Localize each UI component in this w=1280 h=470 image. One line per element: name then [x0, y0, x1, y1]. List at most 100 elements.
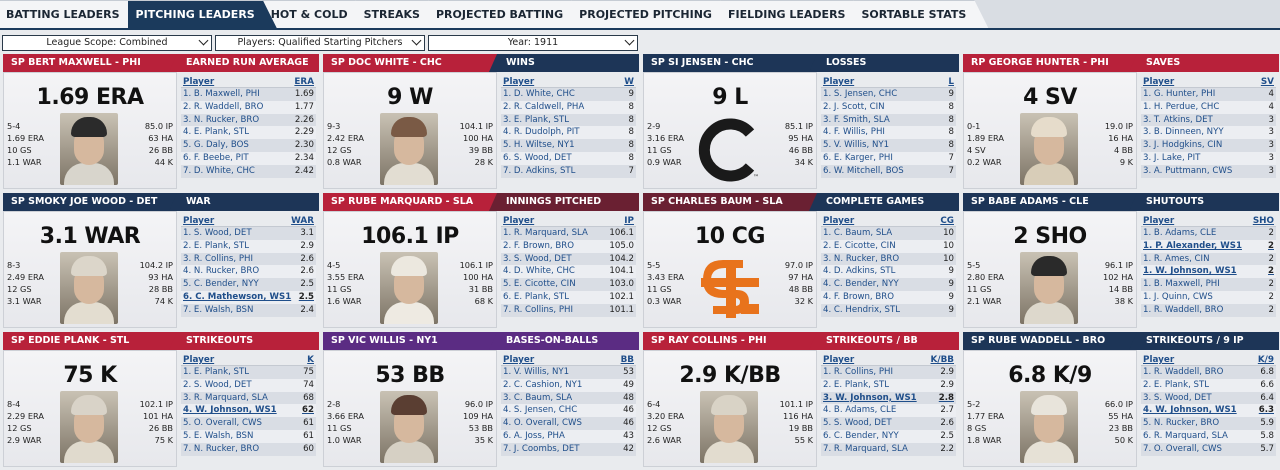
- stat-header[interactable]: STRIKEOUTS: [169, 332, 319, 350]
- leader-name[interactable]: 3. T. Atkins, DET: [1143, 114, 1213, 125]
- leader-name[interactable]: 3. N. Rucker, BRO: [183, 114, 260, 125]
- list-item[interactable]: 3. J. Lake, PIT 3: [1141, 151, 1276, 165]
- player-header[interactable]: SP RUBE MARQUARD - SLA: [323, 193, 498, 211]
- list-item[interactable]: 3. E. Plank, STL 8: [501, 113, 636, 127]
- list-item[interactable]: 3. N. Rucker, BRO 2.26: [181, 113, 316, 127]
- leader-name[interactable]: 5. C. Bender, NYY: [183, 279, 259, 290]
- leader-name[interactable]: 3. R. Marquard, SLA: [183, 392, 268, 403]
- leader-name[interactable]: 6. S. Wood, DET: [503, 152, 572, 163]
- list-item[interactable]: 5. G. Daly, BOS 2.30: [181, 139, 316, 152]
- player-header[interactable]: SP RAY COLLINS - PHI: [643, 332, 818, 350]
- list-item[interactable]: 1. B. Maxwell, PHI 2: [1141, 278, 1276, 291]
- list-item[interactable]: 3. A. Puttmann, CWS 3: [1141, 164, 1276, 178]
- leader-name[interactable]: 6. C. Mathewson, WS1: [183, 291, 292, 302]
- stat-column-header[interactable]: L: [948, 77, 954, 87]
- list-header[interactable]: Player WAR: [181, 215, 316, 227]
- stat-header[interactable]: SHUTOUTS: [1129, 193, 1279, 211]
- list-item[interactable]: 5. E. Cicotte, CIN 103.0: [501, 278, 636, 291]
- leader-name[interactable]: 2. C. Cashion, NY1: [503, 379, 583, 390]
- list-item[interactable]: 5. C. Bender, NYY 2.5: [181, 278, 316, 291]
- player-column-header[interactable]: Player: [503, 77, 535, 87]
- leader-name[interactable]: 3. N. Rucker, BRO: [823, 253, 900, 264]
- list-header[interactable]: Player CG: [821, 215, 956, 227]
- leader-name[interactable]: 2. R. Caldwell, PHA: [503, 101, 585, 112]
- stat-column-header[interactable]: K/BB: [930, 355, 954, 365]
- list-item[interactable]: 3. N. Rucker, BRO 10: [821, 252, 956, 266]
- list-item[interactable]: 1. R. Marquard, SLA 106.1: [501, 227, 636, 240]
- leader-name[interactable]: 3. R. Collins, PHI: [183, 253, 254, 264]
- leader-name[interactable]: 3. J. Hodgkins, CIN: [1143, 140, 1223, 151]
- player-column-header[interactable]: Player: [183, 216, 215, 226]
- leader-name[interactable]: 4. B. Adams, CLE: [823, 405, 897, 416]
- list-header[interactable]: Player K/9: [1141, 354, 1276, 366]
- player-column-header[interactable]: Player: [1143, 216, 1175, 226]
- leader-name[interactable]: 6. F. Beebe, PIT: [183, 152, 249, 163]
- player-header[interactable]: SP SMOKY JOE WOOD - DET: [3, 193, 178, 211]
- tab-projected-pitching[interactable]: PROJECTED PITCHING: [571, 0, 734, 28]
- list-item[interactable]: 7. N. Rucker, BRO 60: [181, 442, 316, 456]
- leader-name[interactable]: 6. A. Joss, PHA: [503, 430, 565, 441]
- list-item[interactable]: 6. S. Wood, DET 8: [501, 151, 636, 165]
- list-item[interactable]: 2. E. Plank, STL 2.9: [181, 239, 316, 253]
- list-item[interactable]: 1. P. Alexander, WS1 2: [1141, 239, 1276, 253]
- player-column-header[interactable]: Player: [1143, 77, 1175, 87]
- list-item[interactable]: 4. D. White, CHC 104.1: [501, 265, 636, 279]
- player-column-header[interactable]: Player: [183, 77, 215, 87]
- leader-name[interactable]: 3. F. Smith, SLA: [823, 114, 890, 125]
- leader-name[interactable]: 1. P. Alexander, WS1: [1143, 240, 1242, 251]
- list-item[interactable]: 5. V. Willis, NY1 8: [821, 139, 956, 152]
- player-column-header[interactable]: Player: [503, 216, 535, 226]
- leader-name[interactable]: 4. D. Adkins, STL: [823, 266, 896, 277]
- list-item[interactable]: 2. F. Brown, BRO 105.0: [501, 239, 636, 253]
- player-column-header[interactable]: Player: [1143, 355, 1175, 365]
- leader-name[interactable]: 2. F. Brown, BRO: [503, 240, 575, 251]
- list-header[interactable]: Player IP: [501, 215, 636, 227]
- list-item[interactable]: 1. R. Waddell, BRO 6.8: [1141, 366, 1276, 379]
- player-header[interactable]: SP BERT MAXWELL - PHI: [3, 54, 178, 72]
- list-item[interactable]: 6. R. Marquard, SLA 5.8: [1141, 429, 1276, 443]
- list-item[interactable]: 1. D. White, CHC 9: [501, 88, 636, 101]
- leader-name[interactable]: 5. E. Walsh, BSN: [183, 430, 254, 441]
- tab-sortable-stats[interactable]: SORTABLE STATS: [853, 0, 988, 28]
- stat-column-header[interactable]: CG: [940, 216, 954, 226]
- list-item[interactable]: 3. R. Marquard, SLA 68: [181, 391, 316, 405]
- player-header[interactable]: SP VIC WILLIS - NY1: [323, 332, 498, 350]
- leader-name[interactable]: 7. R. Collins, PHI: [503, 304, 574, 315]
- leader-name[interactable]: 2. E. Cicotte, CIN: [823, 240, 896, 251]
- leader-name[interactable]: 5. V. Willis, NY1: [823, 140, 890, 151]
- leader-name[interactable]: 5. H. Wiltse, NY1: [503, 140, 575, 151]
- list-item[interactable]: 4. R. Dudolph, PIT 8: [501, 126, 636, 140]
- leader-name[interactable]: 4. W. Johnson, WS1: [1143, 405, 1237, 416]
- list-item[interactable]: 3. C. Baum, SLA 48: [501, 391, 636, 405]
- list-item[interactable]: 7. D. White, CHC 2.42: [181, 164, 316, 178]
- stat-header[interactable]: STRIKEOUTS / 9 IP: [1129, 332, 1279, 350]
- leader-name[interactable]: 1. G. Hunter, PHI: [1143, 89, 1216, 99]
- player-header[interactable]: RP GEORGE HUNTER - PHI: [963, 54, 1138, 72]
- leader-name[interactable]: 7. O. Overall, CWS: [1143, 443, 1222, 454]
- leader-name[interactable]: 7. R. Marquard, SLA: [823, 443, 908, 454]
- list-item[interactable]: 7. R. Collins, PHI 101.1: [501, 303, 636, 317]
- list-item[interactable]: 2. R. Waddell, BRO 1.77: [181, 100, 316, 114]
- leader-name[interactable]: 5. O. Overall, CWS: [183, 418, 262, 429]
- list-header[interactable]: Player W: [501, 76, 636, 88]
- leader-name[interactable]: 2. R. Waddell, BRO: [183, 101, 264, 112]
- tab-projected-batting[interactable]: PROJECTED BATTING: [428, 0, 585, 28]
- leader-name[interactable]: 4. W. Johnson, WS1: [183, 405, 277, 416]
- tab-pitching-leaders[interactable]: PITCHING LEADERS: [128, 0, 277, 28]
- leader-name[interactable]: 5. N. Rucker, BRO: [1143, 418, 1220, 429]
- list-item[interactable]: 4. F. Willis, PHI 8: [821, 126, 956, 140]
- list-item[interactable]: 4. B. Adams, CLE 2.7: [821, 404, 956, 418]
- list-item[interactable]: 5. H. Wiltse, NY1 8: [501, 139, 636, 152]
- player-header[interactable]: SP SI JENSEN - CHC: [643, 54, 818, 72]
- stat-column-header[interactable]: SHO: [1252, 216, 1274, 226]
- list-item[interactable]: 2. E. Plank, STL 6.6: [1141, 378, 1276, 392]
- leader-name[interactable]: 1. B. Maxwell, PHI: [1143, 279, 1220, 290]
- list-item[interactable]: 5. N. Rucker, BRO 5.9: [1141, 417, 1276, 430]
- leader-name[interactable]: 7. E. Walsh, BSN: [183, 304, 254, 315]
- leader-name[interactable]: 6. E. Plank, STL: [503, 291, 570, 302]
- list-item[interactable]: 4. W. Johnson, WS1 62: [181, 404, 316, 418]
- player-header[interactable]: SP CHARLES BAUM - SLA: [643, 193, 818, 211]
- list-item[interactable]: 6. C. Bender, NYY 2.5: [821, 429, 956, 443]
- leader-name[interactable]: 5. G. Daly, BOS: [183, 140, 249, 151]
- leader-name[interactable]: 2. J. Scott, CIN: [823, 101, 885, 112]
